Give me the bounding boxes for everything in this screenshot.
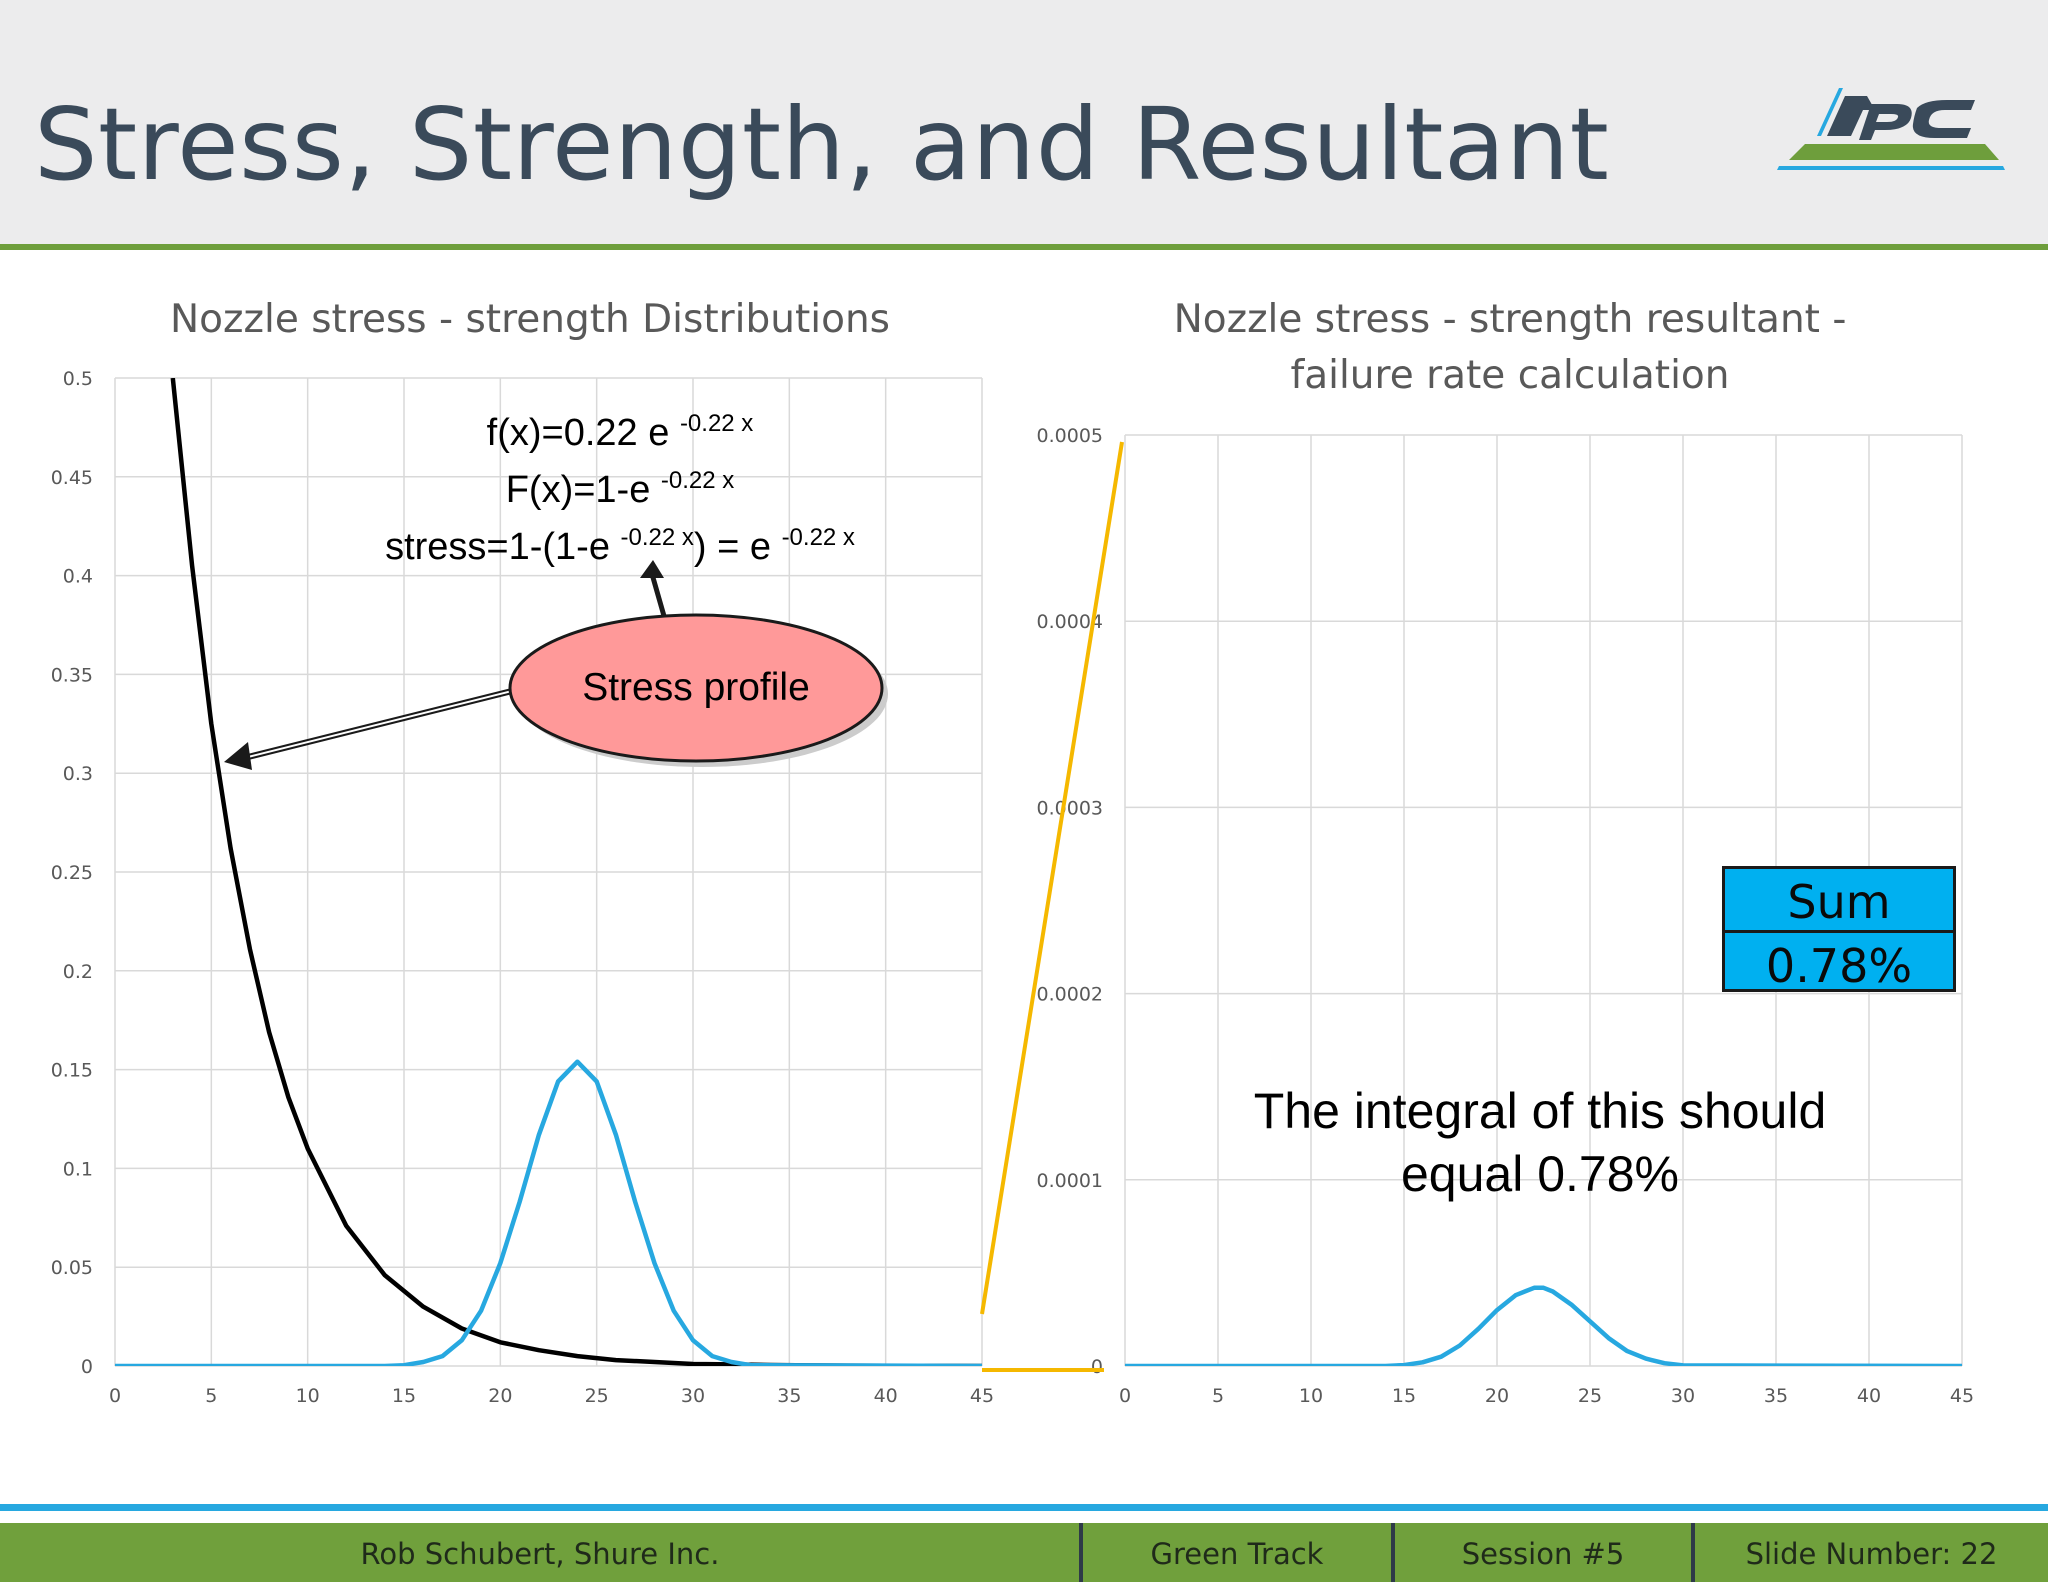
- left-y-tick-label: 0.3: [63, 763, 93, 785]
- formula-1-exponent: -0.22 x: [679, 410, 754, 437]
- left-x-tick-label: 30: [681, 1385, 705, 1407]
- stress-profile-arrow: [224, 687, 517, 770]
- right-x-tick-label: 40: [1857, 1385, 1881, 1407]
- left-x-tick-label: 25: [585, 1385, 609, 1407]
- left-x-tick-label: 35: [777, 1385, 801, 1407]
- left-series-line-1: [115, 1059, 982, 1366]
- left-x-tick-label: 5: [205, 1385, 217, 1407]
- stress-profile-callout: [508, 613, 884, 763]
- left-x-tick-label: 10: [296, 1385, 320, 1407]
- left-chart-title: Nozzle stress - strength Distributions: [170, 297, 890, 342]
- right-y-tick-label: 0.0003: [1037, 797, 1103, 819]
- left-y-tick-label: 0.4: [63, 566, 93, 588]
- slide-footer: Rob Schubert, Shure Inc. Green Track Ses…: [0, 1523, 2048, 1582]
- left-y-tick-label: 0: [81, 1356, 93, 1378]
- right-x-tick-label: 35: [1764, 1385, 1788, 1407]
- left-x-tick-label: 15: [392, 1385, 416, 1407]
- right-y-tick-label: 0.0005: [1037, 425, 1103, 447]
- integral-note: The integral of this should equal 0.78%: [1160, 1080, 1920, 1206]
- left-y-tick-label: 0.2: [63, 961, 93, 983]
- right-x-tick-label: 30: [1671, 1385, 1695, 1407]
- right-x-tick-label: 15: [1392, 1385, 1416, 1407]
- integral-note-line-1: The integral of this should: [1253, 1083, 1827, 1139]
- formula-line-3: stress=1-(1-e -0.22 x) = e -0.22 x: [340, 514, 900, 571]
- footer-divider: [1691, 1523, 1695, 1582]
- right-y-tick-label: 0: [1091, 1356, 1103, 1378]
- right-x-tick-label: 5: [1212, 1385, 1224, 1407]
- left-chart: 0 5 10 15 20 25 30 35 40 45 0 0.05 0.1 0.15 0.2 0.25 0.3…: [51, 368, 994, 1407]
- right-chart-title: Nozzle stress - strength resultant - fai…: [1173, 297, 1847, 398]
- left-x-tick-label: 45: [970, 1385, 994, 1407]
- footer-track: Green Track: [1150, 1537, 1324, 1571]
- footer-slide-number: Slide Number: 22: [1745, 1537, 1998, 1571]
- sum-box: Sum 0.78%: [1722, 866, 1956, 993]
- right-y-tick-label: 0.0004: [1037, 611, 1103, 633]
- stress-profile-label: Stress profile: [582, 666, 810, 709]
- formula-arrow: [640, 560, 667, 617]
- right-x-tick-label: 20: [1485, 1385, 1509, 1407]
- stress-formulas: f(x)=0.22 e -0.22 x F(x)=1-e -0.22 x str…: [340, 400, 900, 571]
- formula-line-2: F(x)=1-e -0.22 x: [340, 457, 900, 514]
- left-y-tick-label: 0.1: [63, 1158, 93, 1180]
- formula-3-exponent-1: -0.22 x: [620, 524, 694, 551]
- slide-title: Stress, Strength, and Resultant: [34, 86, 1610, 203]
- right-x-tick-label: 0: [1119, 1385, 1131, 1407]
- footer-session: Session #5: [1461, 1537, 1625, 1571]
- left-y-tick-label: 0.35: [51, 664, 93, 686]
- formula-3-text-a: stress=1-(1-e: [385, 526, 621, 568]
- integral-note-line-2: equal 0.78%: [1400, 1146, 1679, 1202]
- connector-line-upper: [980, 441, 1124, 1315]
- formula-2-exponent: -0.22 x: [660, 467, 735, 494]
- formula-1-text: f(x)=0.22 e: [486, 412, 680, 454]
- right-y-tick-label: 0.0001: [1037, 1170, 1103, 1192]
- left-x-tick-label: 20: [488, 1385, 512, 1407]
- right-x-tick-label: 25: [1578, 1385, 1602, 1407]
- sum-label: Sum: [1725, 869, 1953, 933]
- right-series-line-0: [1125, 1285, 1962, 1366]
- right-y-tick-label: 0.0002: [1037, 984, 1103, 1006]
- left-x-tick-label: 40: [874, 1385, 898, 1407]
- footer-divider: [1079, 1523, 1083, 1582]
- right-x-tick-label: 45: [1950, 1385, 1974, 1407]
- left-y-tick-label: 0.05: [51, 1257, 93, 1279]
- footer-divider: [1391, 1523, 1395, 1582]
- formula-3-text-b: ) = e: [693, 526, 782, 568]
- left-y-tick-label: 0.45: [51, 467, 93, 489]
- left-x-tick-label: 0: [109, 1385, 121, 1407]
- right-x-tick-label: 10: [1299, 1385, 1323, 1407]
- formula-line-1: f(x)=0.22 e -0.22 x: [340, 400, 900, 457]
- formula-3-exponent-2: -0.22 x: [781, 524, 855, 551]
- formula-2-text: F(x)=1-e: [505, 469, 661, 511]
- left-y-tick-label: 0.5: [63, 368, 93, 390]
- left-y-tick-label: 0.25: [51, 862, 93, 884]
- footer-rule: [0, 1504, 2048, 1511]
- left-y-tick-label: 0.15: [51, 1060, 93, 1082]
- header-rule: [0, 244, 2048, 250]
- slide-header: [0, 0, 2048, 244]
- ardc-logo: [1777, 88, 2005, 170]
- footer-author: Rob Schubert, Shure Inc.: [360, 1537, 720, 1571]
- sum-value: 0.78%: [1765, 939, 1913, 993]
- charts-canvas: 0 5 10 15 20 25 30 35 40 45 0 0.05 0.1 0.15 0.2 0.25 0.3…: [51, 368, 1974, 1407]
